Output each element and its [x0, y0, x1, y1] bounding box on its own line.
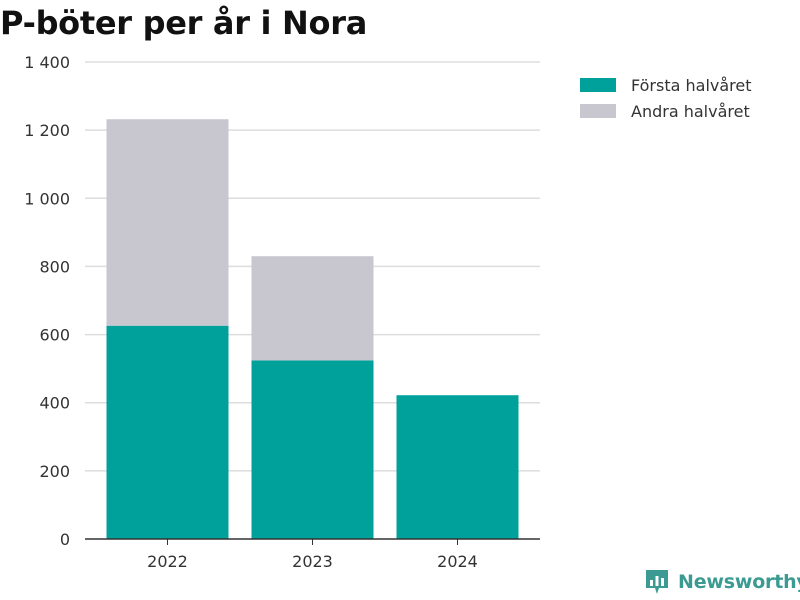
y-tick-label: 200 — [39, 462, 70, 481]
legend: Första halvåret Andra halvåret — [580, 72, 752, 124]
x-tick-label: 2024 — [437, 552, 478, 571]
y-tick-label: 1 000 — [24, 189, 70, 208]
y-tick-label: 1 400 — [24, 53, 70, 72]
bar-2024-series-1 — [396, 395, 519, 539]
bar-2022-series-2 — [106, 119, 229, 326]
y-tick-label: 600 — [39, 326, 70, 345]
legend-swatch-second-half — [580, 104, 616, 118]
y-tick-label: 400 — [39, 394, 70, 413]
legend-label-first-half: Första halvåret — [631, 75, 752, 95]
brand-logo: Newsworthy — [644, 568, 800, 596]
legend-item-second-half: Andra halvåret — [580, 98, 752, 124]
brand-name: Newsworthy — [678, 571, 800, 593]
x-tick-label: 2022 — [147, 552, 188, 571]
legend-swatch-first-half — [580, 78, 616, 92]
newsworthy-logo-icon — [646, 570, 668, 594]
chart-title: P-böter per år i Nora — [0, 4, 367, 42]
y-tick-label: 800 — [39, 257, 70, 276]
legend-item-first-half: Första halvåret — [580, 72, 752, 98]
x-tick-label: 2023 — [292, 552, 333, 571]
legend-label-second-half: Andra halvåret — [631, 101, 750, 121]
bar-2023-series-2 — [251, 256, 374, 361]
y-tick-label: 1 200 — [24, 121, 70, 140]
bar-2022-series-1 — [106, 325, 229, 539]
y-tick-label: 0 — [60, 530, 70, 549]
bar-2023-series-1 — [251, 360, 374, 539]
